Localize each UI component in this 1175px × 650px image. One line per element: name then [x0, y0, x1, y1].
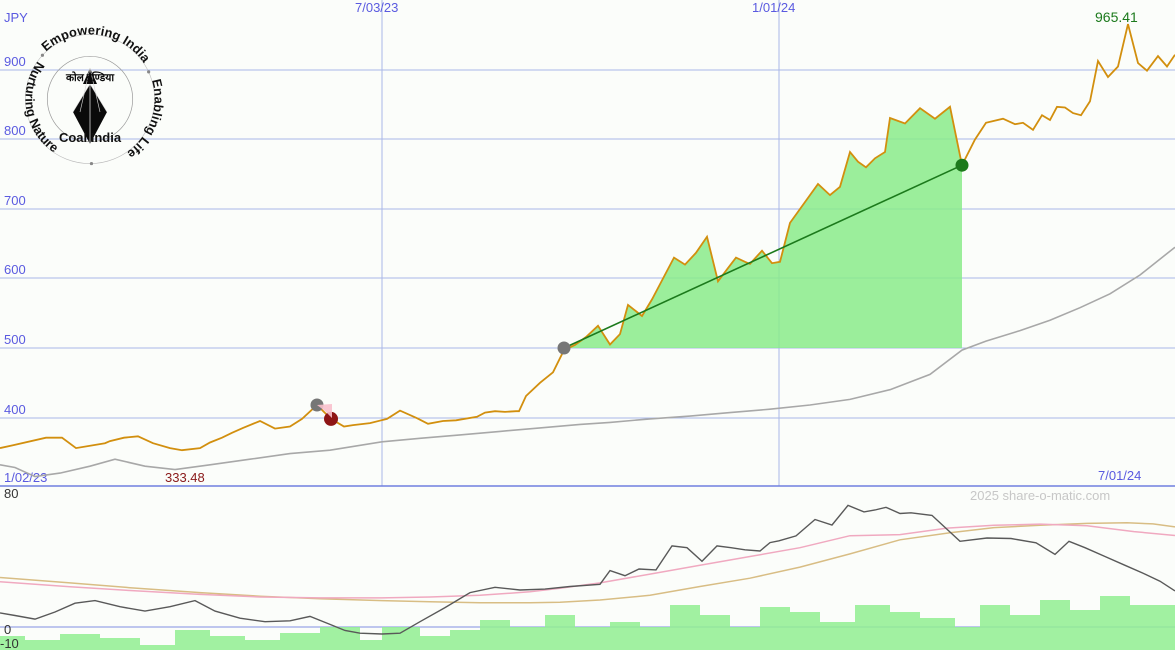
- svg-text:JPY: JPY: [4, 10, 28, 25]
- svg-text:7/03/23: 7/03/23: [355, 0, 398, 15]
- svg-text:1/01/24: 1/01/24: [752, 0, 795, 15]
- svg-text:-10: -10: [0, 636, 19, 650]
- svg-text:400: 400: [4, 402, 26, 417]
- svg-text:500: 500: [4, 332, 26, 347]
- svg-text:7/01/24: 7/01/24: [1098, 468, 1141, 483]
- svg-text:900: 900: [4, 54, 26, 69]
- svg-text:Coal India: Coal India: [59, 130, 122, 145]
- svg-text:700: 700: [4, 193, 26, 208]
- svg-text:0: 0: [4, 622, 11, 637]
- svg-text:600: 600: [4, 262, 26, 277]
- svg-text:800: 800: [4, 123, 26, 138]
- svg-text:80: 80: [4, 486, 18, 501]
- svg-text:कोल इण्डिया: कोल इण्डिया: [65, 71, 115, 84]
- svg-text:333.48: 333.48: [165, 470, 205, 485]
- svg-text:965.41: 965.41: [1095, 9, 1138, 25]
- svg-text:2025 share-o-matic.com: 2025 share-o-matic.com: [970, 488, 1110, 503]
